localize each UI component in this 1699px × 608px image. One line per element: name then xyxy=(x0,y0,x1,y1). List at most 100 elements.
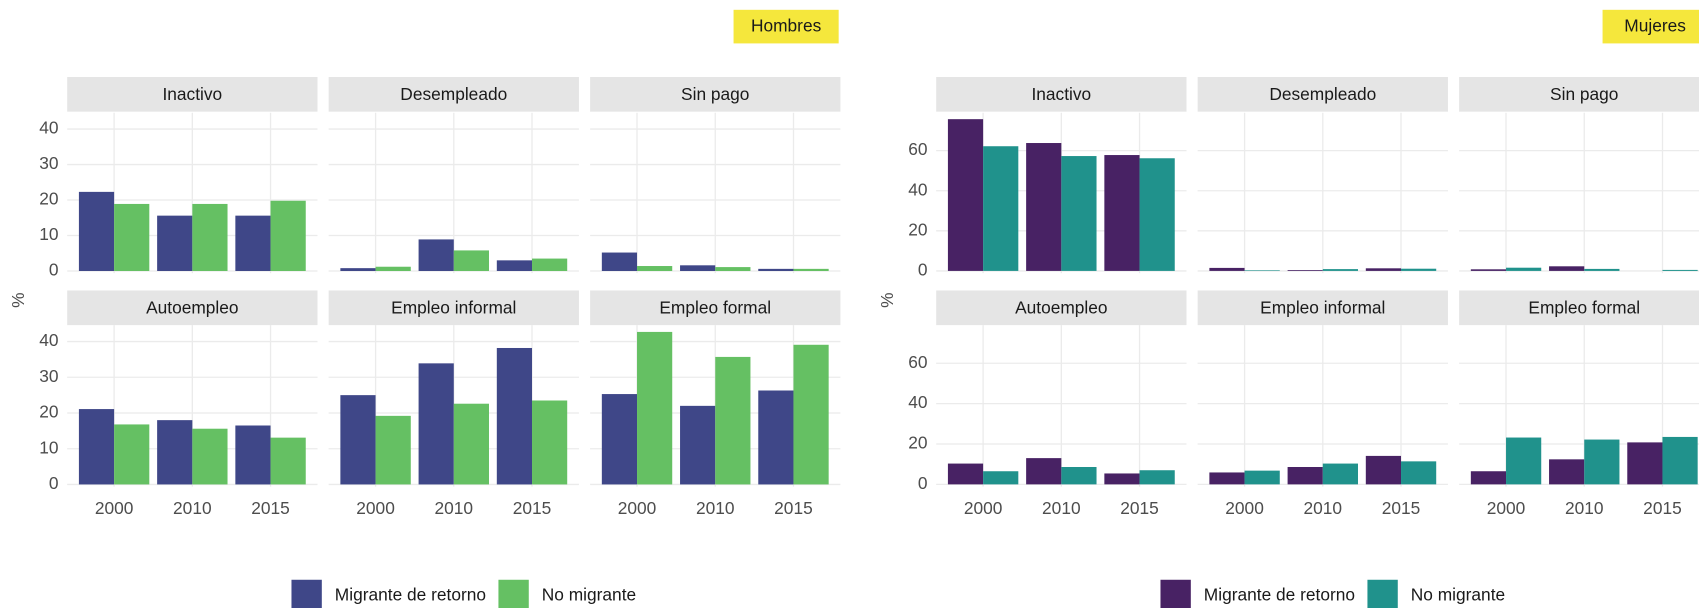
x-tick-label: 2010 xyxy=(435,498,474,518)
y-tick-label: 0 xyxy=(918,473,928,493)
bar xyxy=(418,363,454,485)
y-tick-label: 20 xyxy=(39,402,58,422)
bar xyxy=(235,215,271,271)
legend-swatch xyxy=(291,579,322,608)
bar xyxy=(601,252,638,271)
bar xyxy=(1401,268,1437,271)
y-tick-label: 0 xyxy=(918,259,928,279)
facet-title: Empleo formal xyxy=(1528,297,1640,317)
x-tick-label: 2000 xyxy=(95,498,134,518)
bar xyxy=(1470,471,1507,485)
strip xyxy=(1197,76,1448,112)
y-tick-label: 10 xyxy=(39,437,58,457)
facet-title: Empleo informal xyxy=(1260,297,1385,317)
strip xyxy=(1197,290,1448,326)
bar xyxy=(793,268,829,271)
bar xyxy=(78,191,115,271)
bar xyxy=(78,409,115,485)
x-tick-label: 2010 xyxy=(696,498,735,518)
bar xyxy=(1026,143,1062,271)
y-tick-label: 20 xyxy=(908,433,927,453)
y-tick-label: 60 xyxy=(908,352,927,372)
y-tick-label: 0 xyxy=(49,260,59,280)
strip xyxy=(1459,290,1699,326)
y-tick-label: 30 xyxy=(39,153,58,173)
legend-swatch xyxy=(498,579,529,608)
bar xyxy=(1549,266,1585,271)
bar xyxy=(532,400,568,485)
y-tick-label: 40 xyxy=(908,179,927,199)
y-axis-label: % xyxy=(877,292,897,307)
facet-title: Sin pago xyxy=(1550,84,1618,104)
facet-title: Autoempleo xyxy=(146,297,238,317)
bar xyxy=(1584,439,1620,485)
bar xyxy=(947,119,984,271)
y-tick-label: 20 xyxy=(908,219,927,239)
bar xyxy=(496,347,533,485)
bar xyxy=(157,420,193,485)
bar xyxy=(637,331,673,485)
bar xyxy=(1139,470,1175,485)
bar xyxy=(601,394,638,485)
bar xyxy=(680,265,716,271)
bar xyxy=(1026,458,1062,485)
strip xyxy=(590,290,841,326)
x-tick-label: 2015 xyxy=(1120,498,1159,518)
bar xyxy=(1506,437,1542,485)
x-tick-label: 2010 xyxy=(1304,498,1343,518)
bar xyxy=(340,268,376,271)
y-tick-label: 40 xyxy=(39,118,58,138)
legend-swatch xyxy=(1367,579,1398,608)
bar xyxy=(270,437,306,485)
tag: Hombres xyxy=(751,16,822,36)
bar xyxy=(715,356,751,485)
bar xyxy=(453,403,489,485)
x-tick-label: 2015 xyxy=(774,498,813,518)
x-tick-label: 2015 xyxy=(1382,498,1421,518)
facet-title: Sin pago xyxy=(681,84,749,104)
bar xyxy=(1209,267,1245,271)
bar xyxy=(1104,473,1140,485)
y-tick-label: 40 xyxy=(908,392,927,412)
facet-title: Inactivo xyxy=(162,84,222,104)
tag-box xyxy=(733,9,839,44)
strip xyxy=(590,76,841,112)
tag-box xyxy=(1602,9,1699,44)
legend-label: No migrante xyxy=(1411,585,1505,605)
bar xyxy=(340,395,376,485)
bar xyxy=(1209,472,1245,485)
strip xyxy=(67,290,318,326)
bar xyxy=(1139,158,1175,271)
strip xyxy=(67,76,318,112)
bar xyxy=(1401,461,1437,485)
bar xyxy=(1584,268,1620,271)
x-tick-label: 2015 xyxy=(251,498,290,518)
x-tick-label: 2015 xyxy=(513,498,552,518)
x-tick-label: 2000 xyxy=(618,498,657,518)
bar xyxy=(375,266,411,271)
legend-label: Migrante de retorno xyxy=(1204,585,1355,605)
bar xyxy=(983,471,1019,485)
bar xyxy=(1470,269,1507,271)
bar xyxy=(1287,270,1323,271)
y-tick-label: 10 xyxy=(39,224,58,244)
bar xyxy=(1061,467,1097,485)
facet-title: Desempleado xyxy=(1269,84,1376,104)
bar xyxy=(1287,467,1323,485)
bar xyxy=(453,250,489,271)
y-tick-label: 0 xyxy=(49,473,59,493)
bar xyxy=(192,428,228,485)
y-tick-label: 60 xyxy=(908,139,927,159)
x-tick-label: 2000 xyxy=(1487,498,1526,518)
bar xyxy=(1365,268,1402,271)
facet-title: Autoempleo xyxy=(1015,297,1107,317)
facet-title: Empleo formal xyxy=(659,297,771,317)
strip xyxy=(328,290,579,326)
x-tick-label: 2010 xyxy=(1565,498,1604,518)
bar xyxy=(947,463,984,485)
bar xyxy=(532,258,568,271)
bar xyxy=(114,424,150,485)
x-tick-label: 2000 xyxy=(964,498,1003,518)
bar xyxy=(1627,442,1663,485)
